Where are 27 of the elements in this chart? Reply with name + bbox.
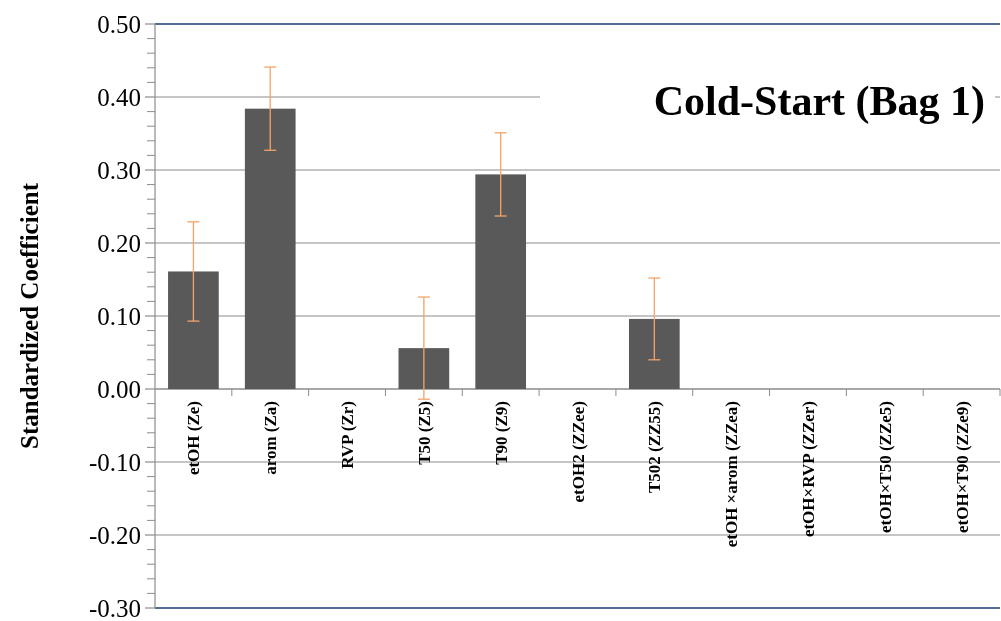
x-tick-label: T50 (Z5) (414, 401, 434, 465)
y-tick-label: 0.40 (97, 83, 141, 111)
bar (168, 271, 219, 389)
x-tick-label: etOH2 (ZZee) (568, 401, 588, 503)
y-tick-label: 0.00 (97, 375, 141, 403)
bar (628, 318, 680, 389)
y-tick-label: -0.30 (88, 594, 141, 621)
x-tick-label: RVP (Zr) (338, 401, 358, 469)
y-tick-label: 0.10 (97, 302, 141, 330)
x-tick-label: arom (Za) (261, 401, 281, 475)
bar (244, 108, 296, 389)
text: Cold-Start (Bag 1) (653, 78, 985, 125)
x-tick-label: etOH×T90 (ZZe9) (952, 401, 972, 533)
x-tick-label: etOH ×arom (ZZea) (722, 401, 742, 548)
y-tick-label: 0.30 (97, 156, 141, 184)
x-tick-label: etOH×T50 (ZZe5) (875, 401, 895, 533)
bar (475, 174, 527, 389)
bar (398, 348, 450, 389)
y-axis-title: Standardized Coefficient (16, 182, 43, 449)
x-tick-label: etOH (Ze) (184, 401, 204, 476)
y-tick-label: -0.10 (88, 448, 141, 476)
x-tick-label: T90 (Z9) (491, 401, 511, 465)
x-tick-label: T502 (ZZ55) (645, 401, 665, 494)
y-tick-label: 0.50 (97, 10, 141, 38)
y-tick-label: -0.20 (88, 521, 141, 549)
x-tick-label: etOH×RVP (ZZer) (798, 401, 818, 538)
y-tick-label: 0.20 (97, 229, 141, 257)
